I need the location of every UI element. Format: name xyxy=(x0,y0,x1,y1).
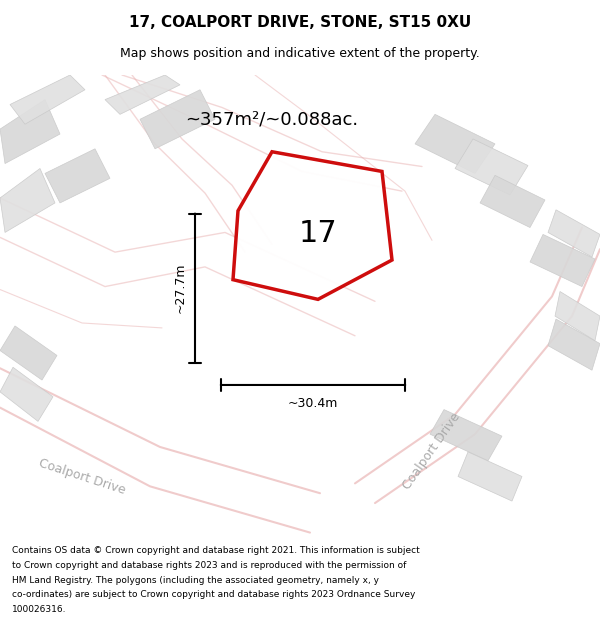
Polygon shape xyxy=(233,152,392,299)
Polygon shape xyxy=(0,169,55,232)
Polygon shape xyxy=(530,234,595,287)
Polygon shape xyxy=(140,90,215,149)
Text: Map shows position and indicative extent of the property.: Map shows position and indicative extent… xyxy=(120,48,480,61)
Polygon shape xyxy=(0,326,57,380)
Text: Coalport Drive: Coalport Drive xyxy=(401,410,463,492)
Text: Contains OS data © Crown copyright and database right 2021. This information is : Contains OS data © Crown copyright and d… xyxy=(12,546,420,555)
Text: to Crown copyright and database rights 2023 and is reproduced with the permissio: to Crown copyright and database rights 2… xyxy=(12,561,406,570)
Polygon shape xyxy=(0,99,60,164)
Text: ~357m²/~0.088ac.: ~357m²/~0.088ac. xyxy=(185,110,359,128)
Polygon shape xyxy=(455,139,528,195)
Text: HM Land Registry. The polygons (including the associated geometry, namely x, y: HM Land Registry. The polygons (includin… xyxy=(12,576,379,584)
Polygon shape xyxy=(415,114,495,173)
Polygon shape xyxy=(45,149,110,203)
Polygon shape xyxy=(548,210,600,257)
Polygon shape xyxy=(10,75,85,124)
Text: 17: 17 xyxy=(298,219,337,248)
Text: 100026316.: 100026316. xyxy=(12,605,67,614)
Polygon shape xyxy=(548,319,600,370)
Polygon shape xyxy=(458,452,522,501)
Text: co-ordinates) are subject to Crown copyright and database rights 2023 Ordnance S: co-ordinates) are subject to Crown copyr… xyxy=(12,591,415,599)
Polygon shape xyxy=(0,368,53,421)
Polygon shape xyxy=(555,291,600,341)
Text: ~27.7m: ~27.7m xyxy=(174,262,187,313)
Polygon shape xyxy=(480,176,545,228)
Polygon shape xyxy=(105,75,180,114)
Polygon shape xyxy=(430,409,502,461)
Text: ~30.4m: ~30.4m xyxy=(288,397,338,410)
Text: Coalport Drive: Coalport Drive xyxy=(37,456,127,497)
Text: 17, COALPORT DRIVE, STONE, ST15 0XU: 17, COALPORT DRIVE, STONE, ST15 0XU xyxy=(129,15,471,30)
